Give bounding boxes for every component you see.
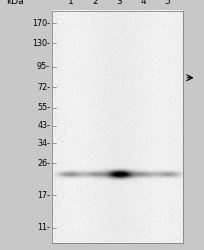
- Text: 1: 1: [68, 0, 73, 6]
- Text: 26-: 26-: [37, 159, 50, 168]
- Text: 55-: 55-: [37, 103, 50, 112]
- Text: 11-: 11-: [37, 223, 50, 232]
- Text: 130-: 130-: [32, 39, 50, 48]
- Text: 2: 2: [92, 0, 98, 6]
- Text: 72-: 72-: [37, 83, 50, 92]
- Text: 3: 3: [116, 0, 122, 6]
- Text: 95-: 95-: [37, 62, 50, 71]
- Bar: [52, 11, 183, 242]
- Text: 5: 5: [164, 0, 170, 6]
- Text: 43-: 43-: [37, 121, 50, 130]
- Text: 4: 4: [141, 0, 147, 6]
- Text: 34-: 34-: [37, 139, 50, 148]
- Text: kDa: kDa: [6, 0, 24, 6]
- Text: 17-: 17-: [37, 190, 50, 200]
- Text: 170-: 170-: [32, 19, 50, 28]
